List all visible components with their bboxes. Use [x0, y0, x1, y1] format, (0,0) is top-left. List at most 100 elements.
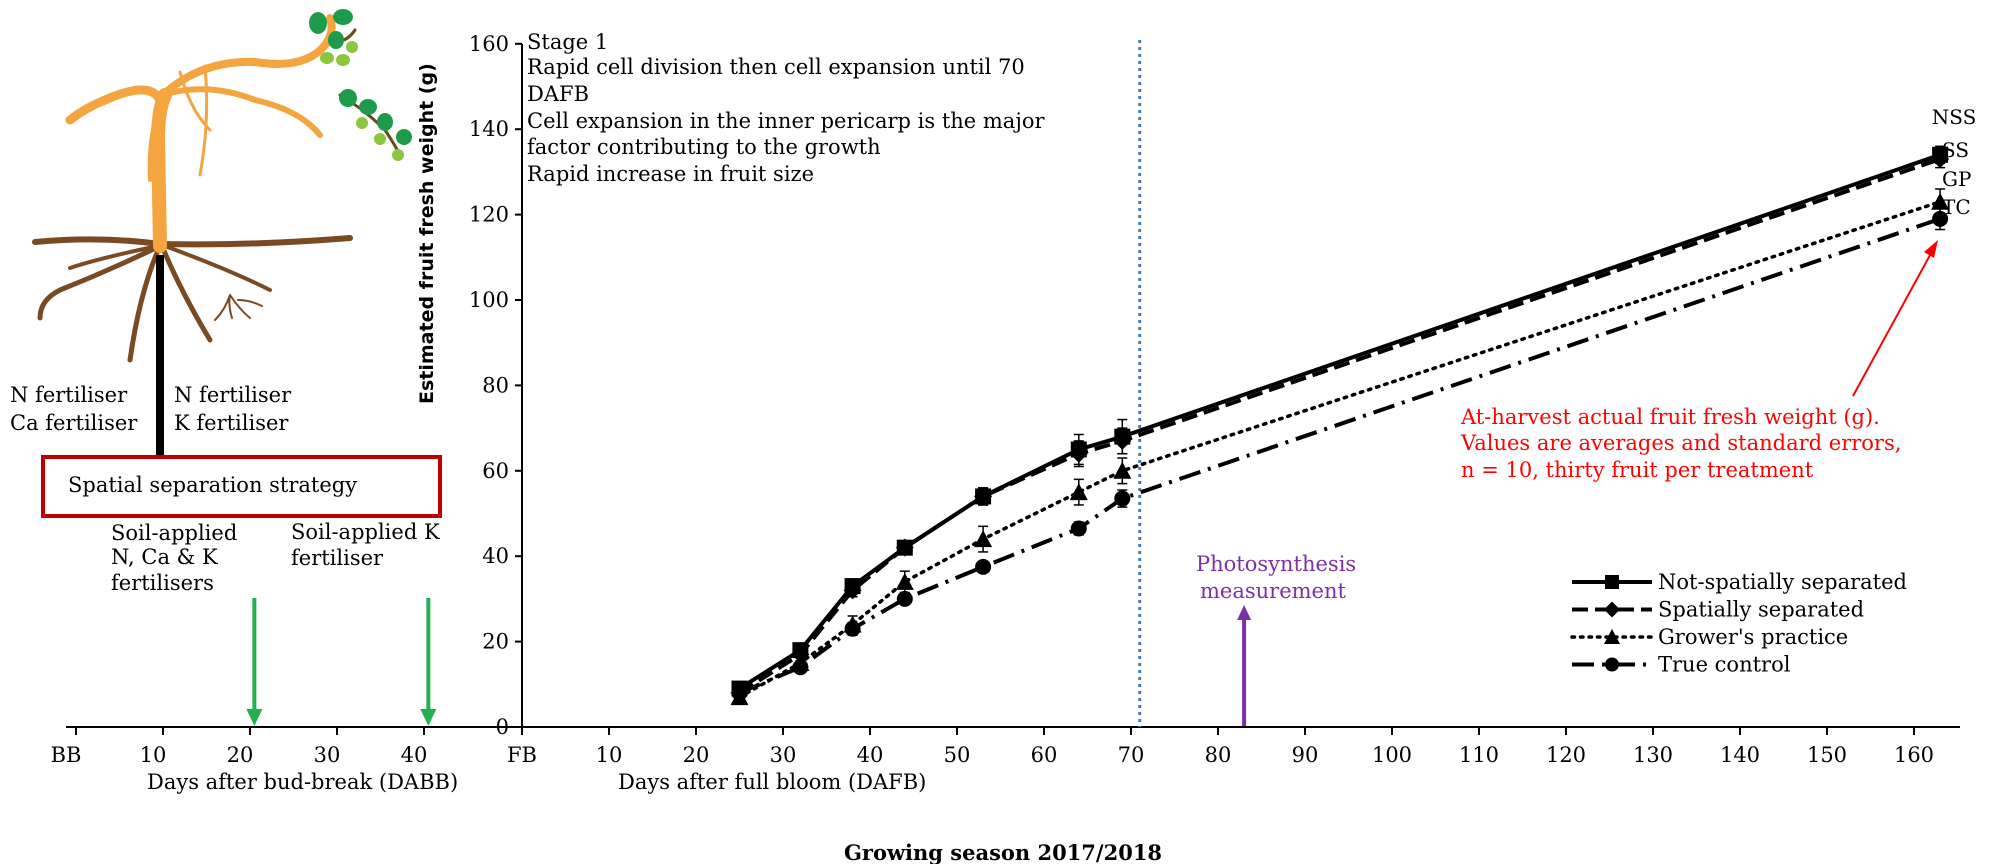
y-tick-label: 60 — [482, 459, 509, 483]
stage-text-3: DAFB — [527, 82, 589, 106]
soil-applied-2-line-1: Soil-applied K — [291, 520, 440, 544]
soil-applied-1-line-2: N, Ca & K — [111, 545, 218, 569]
end-label-gp: GP — [1942, 167, 1971, 191]
x-tick-label: 30 — [770, 743, 797, 767]
x-tick-label: 10 — [596, 743, 623, 767]
circle-marker — [1114, 490, 1131, 507]
series-line — [738, 157, 1941, 695]
soil-applied-1-line-3: fertilisers — [111, 571, 214, 595]
fertiliser-right-2: K fertiliser — [174, 411, 289, 435]
diamond-marker — [895, 538, 914, 557]
x-tick-label: FB — [507, 743, 537, 767]
legend-label: Grower's practice — [1658, 625, 1848, 649]
roots — [32, 235, 353, 363]
x2-axis-label: Days after bud-break (DABB) — [147, 770, 458, 794]
circle-marker — [896, 590, 913, 607]
legend-label: Not-spatially separated — [1658, 570, 1907, 594]
triangle-marker — [1931, 192, 1950, 210]
triangle-marker — [974, 530, 993, 548]
x-ticks: FB 10 20 30 40 50 60 70 80 90 100 110 120 130 140 150 16… — [507, 727, 1934, 767]
photosynthesis-arrow-head — [1237, 605, 1252, 620]
x-axis-label: Days after full bloom (DAFB) — [618, 770, 926, 794]
diamond-marker — [974, 487, 993, 506]
x2-tick-label: 10 — [140, 743, 167, 767]
y-tick-label: 140 — [469, 117, 509, 141]
x-tick-label: 100 — [1372, 743, 1412, 767]
y-ticks: 0 20 40 60 80 100 120 140 160 — [469, 32, 522, 739]
x-tick-label: 50 — [944, 743, 971, 767]
strategy-box — [41, 455, 442, 518]
y-tick-label: 100 — [469, 288, 509, 312]
harvest-note-1: At-harvest actual fruit fresh weight (g)… — [1460, 405, 1880, 429]
series-line — [738, 216, 1941, 695]
triangle-marker — [1069, 483, 1088, 501]
photosynthesis-label-2: measurement — [1200, 579, 1346, 603]
circle-marker — [731, 684, 748, 701]
x-tick-label: 140 — [1720, 743, 1760, 767]
x2-tick-label: 30 — [314, 743, 341, 767]
fertiliser-right-1: N fertiliser — [174, 383, 292, 407]
fertiliser-left-1: N fertiliser — [10, 383, 128, 407]
circle-marker — [1932, 210, 1949, 227]
legend-item: Grower's practice — [1570, 625, 1848, 649]
x-tick-label: 110 — [1459, 743, 1499, 767]
circle-marker — [1605, 657, 1619, 672]
legend-item: Not-spatially separated — [1572, 570, 1907, 594]
fertiliser-arrow-head — [420, 709, 437, 726]
plant-illustration — [32, 9, 412, 455]
x-tick-label: 160 — [1894, 743, 1934, 767]
legend-label: True control — [1658, 653, 1791, 677]
stage-text-1: Stage 1 — [527, 30, 608, 54]
end-label-ss: SS — [1942, 138, 1969, 162]
x-tick-label: 20 — [683, 743, 710, 767]
x-tick-label: 60 — [1031, 743, 1058, 767]
leaves — [309, 9, 412, 161]
photosynthesis-arrow — [1237, 605, 1252, 726]
fertiliser-arrow-head — [246, 709, 263, 726]
x-tick-label: 70 — [1118, 743, 1145, 767]
end-label-tc: TC — [1942, 195, 1971, 219]
fertiliser-left-2: Ca fertiliser — [10, 411, 138, 435]
diamond-marker — [1931, 150, 1950, 169]
y-tick-label: 20 — [482, 630, 509, 654]
x-tick-label: 120 — [1546, 743, 1586, 767]
x-tick-label: 90 — [1292, 743, 1319, 767]
y-tick-label: 40 — [482, 544, 509, 568]
x2-tick-label: 20 — [227, 743, 254, 767]
circle-marker — [1070, 520, 1087, 537]
circle-marker — [792, 659, 809, 676]
harvest-arrow — [1852, 245, 1936, 397]
legend-label: Spatially separated — [1658, 598, 1864, 622]
x-tick-label: 150 — [1807, 743, 1847, 767]
harvest-note-3: n = 10, thirty fruit per treatment — [1461, 458, 1814, 482]
end-labels: NSS SS GP TC — [1932, 105, 1977, 219]
diamond-marker — [1604, 601, 1620, 618]
y-tick-label: 0 — [496, 715, 509, 739]
season-footer: Growing season 2017/2018 — [844, 840, 1162, 864]
y-axis-label: Estimated fruit fresh weight (g) — [416, 63, 438, 404]
x-tick-label: 130 — [1633, 743, 1673, 767]
circle-marker — [844, 620, 861, 637]
x2-tick-label: 40 — [401, 743, 428, 767]
legend-item: Spatially separated — [1572, 598, 1864, 622]
triangle-marker — [1113, 461, 1132, 479]
circle-marker — [975, 558, 992, 575]
series-layer — [730, 145, 1950, 706]
harvest-note-2: Values are averages and standard errors, — [1460, 431, 1901, 455]
square-marker — [1605, 575, 1619, 589]
stage-text-2: Rapid cell division then cell expansion … — [527, 55, 1025, 79]
triangle-marker — [1604, 629, 1620, 644]
stage-text-5: factor contributing to the growth — [527, 135, 881, 159]
legend: Not-spatially separated Spatially separat… — [1570, 570, 1907, 677]
y-tick-label: 160 — [469, 32, 509, 56]
photosynthesis-label-1: Photosynthesis — [1196, 552, 1356, 576]
diamond-marker — [1069, 444, 1088, 463]
diamond-marker — [843, 581, 862, 600]
triangle-marker — [895, 572, 914, 590]
fertiliser-arrows — [246, 598, 437, 726]
diamond-marker — [1113, 431, 1132, 450]
stage-text-6: Rapid increase in fruit size — [527, 162, 814, 186]
x-tick-label: 40 — [857, 743, 884, 767]
legend-item: True control — [1572, 653, 1791, 677]
